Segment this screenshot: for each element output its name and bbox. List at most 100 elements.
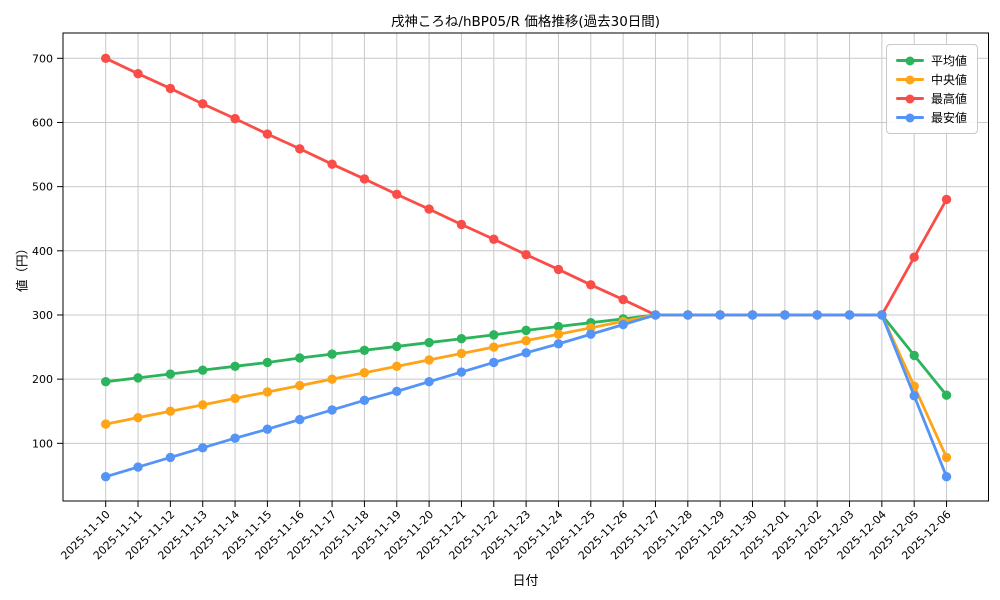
data-point-min (165, 452, 176, 463)
data-point-median (133, 412, 143, 423)
legend-label-median: 中央値 (931, 73, 968, 87)
data-point-max (586, 280, 596, 290)
data-point-max (489, 234, 499, 244)
legend-label-average: 平均値 (931, 54, 968, 68)
data-point-max (198, 99, 208, 109)
data-point-min (747, 310, 758, 320)
y-axis-label: 値（円） (14, 241, 30, 293)
data-point-average (909, 350, 919, 361)
data-point-max (133, 69, 143, 79)
svg-text:500: 500 (32, 181, 53, 194)
svg-text:600: 600 (32, 116, 53, 129)
data-point-median (392, 361, 402, 372)
legend-item-average: 平均値 (896, 51, 968, 70)
data-point-average (230, 361, 240, 372)
data-point-max (941, 194, 952, 205)
data-point-max (553, 264, 564, 275)
data-point-average (262, 357, 273, 368)
legend-marker-max-icon (896, 94, 924, 104)
legend-label-max: 最高値 (931, 92, 968, 106)
data-point-median (489, 342, 499, 352)
data-point-min (327, 405, 337, 415)
data-point-max (165, 83, 176, 94)
data-point-median (101, 419, 111, 429)
data-point-median (230, 393, 240, 404)
legend-item-median: 中央値 (896, 70, 968, 89)
data-point-min (133, 462, 143, 472)
chart-title: 戌神ころね/hBP05/R 価格推移(過去30日間) (390, 14, 661, 30)
data-point-max (295, 144, 305, 154)
data-point-min (262, 424, 273, 434)
data-point-median (198, 400, 208, 410)
data-point-min (392, 386, 402, 397)
svg-text:400: 400 (32, 245, 53, 258)
data-point-min (650, 310, 661, 320)
data-point-max (909, 252, 919, 262)
data-point-max (230, 113, 240, 124)
legend-item-min: 最安値 (896, 108, 968, 127)
data-point-min (101, 471, 111, 482)
data-point-average (392, 341, 402, 352)
svg-text:200: 200 (32, 373, 53, 386)
data-point-median (295, 380, 305, 391)
data-point-max (327, 159, 337, 169)
data-point-min (456, 367, 467, 377)
data-point-min (359, 395, 370, 406)
legend: 平均値 中央値 最高値 最安値 (886, 44, 978, 134)
data-point-min (683, 310, 693, 320)
series-min (101, 310, 952, 482)
legend-marker-min-icon (896, 113, 924, 123)
data-point-min (780, 310, 790, 320)
data-point-max (262, 129, 273, 139)
data-point-min (198, 443, 208, 453)
data-point-min (553, 339, 564, 349)
x-tick-labels: 2025-11-102025-11-112025-11-122025-11-13… (58, 508, 953, 562)
data-point-min (586, 329, 596, 339)
data-point-min (489, 357, 499, 368)
data-point-average (359, 345, 370, 355)
data-point-median (941, 452, 952, 463)
axis-ticks (57, 57, 948, 507)
data-point-min (844, 310, 855, 320)
data-point-min (424, 377, 434, 387)
data-point-average (553, 321, 564, 332)
data-point-median (521, 335, 531, 346)
legend-marker-average-icon (896, 56, 924, 66)
data-point-max (521, 249, 531, 260)
data-point-min (295, 414, 305, 425)
data-point-average (327, 349, 337, 359)
data-point-average (489, 330, 499, 340)
data-point-average (165, 369, 176, 379)
data-point-max (424, 204, 434, 214)
data-point-max (359, 174, 370, 184)
data-point-min (877, 310, 887, 320)
data-point-min (812, 310, 822, 320)
data-point-median (165, 406, 176, 416)
data-point-max (618, 294, 628, 305)
data-point-max (392, 189, 402, 200)
data-point-min (941, 471, 952, 482)
data-point-average (456, 334, 467, 344)
data-point-average (198, 365, 208, 375)
data-point-max (456, 219, 467, 230)
data-point-min (715, 310, 725, 320)
data-point-average (521, 325, 531, 336)
data-point-median (553, 329, 564, 339)
legend-marker-median-icon (896, 75, 924, 85)
data-point-median (262, 387, 273, 397)
data-point-average (295, 353, 305, 363)
svg-text:100: 100 (32, 437, 53, 450)
x-axis-label: 日付 (512, 574, 539, 589)
y-tick-labels: 100 200 300 400 500 600 700 (32, 52, 53, 450)
svg-text:700: 700 (32, 52, 53, 65)
data-point-min (618, 319, 628, 330)
series-median (101, 310, 952, 463)
data-point-average (133, 373, 143, 383)
data-point-average (101, 377, 111, 387)
data-point-min (521, 348, 531, 358)
legend-item-max: 最高値 (896, 89, 968, 108)
data-point-average (424, 337, 434, 348)
data-point-median (456, 348, 467, 359)
